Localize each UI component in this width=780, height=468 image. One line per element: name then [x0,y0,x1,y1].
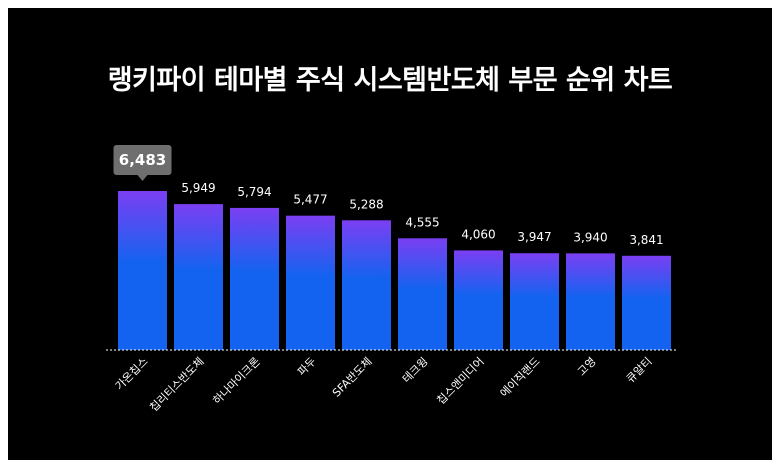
category-label-2: 칩리티스반도체 [147,355,206,414]
category-label-8: 에이직랜드 [498,355,543,400]
value-label-3: 5,794 [237,185,271,199]
bar-1 [118,191,167,350]
category-label-3: 하나마이크론 [210,354,263,407]
chart-title: 랭키파이 테마별 주식 시스템반도체 부문 순위 차트 [107,65,673,96]
category-label-5: SFA반도체 [330,355,375,400]
bar-8 [510,253,559,350]
value-callout-pointer [137,175,148,181]
category-label-7: 칩스앤미디어 [434,355,486,407]
value-label-2: 5,949 [181,181,215,195]
value-callout [113,145,172,175]
value-label-8: 3,947 [517,230,551,244]
bar-chart: 6,483 가온칩스 5,949 칩리티스반도체 5,794 하나마이크론 5,477 파두 5… [106,145,676,414]
bar-3 [230,207,279,350]
chart-frame: 랭키파이 테마별 주식 시스템반도체 부문 순위 차트 6,483 가온칩스 5,9… [8,8,772,460]
value-label-1: 6,483 [119,151,166,169]
value-label-7: 4,060 [461,227,495,241]
bars-group: 6,483 가온칩스 5,949 칩리티스반도체 5,794 하나마이크론 5,477 파두 5… [113,145,671,414]
bar-2 [174,204,223,350]
bar-6 [398,238,447,350]
category-label-9: 고영 [575,355,599,379]
value-label-5: 5,288 [349,197,383,211]
bar-5 [342,220,391,350]
value-label-10: 3,841 [629,233,663,247]
value-label-9: 3,940 [573,230,607,244]
value-label-6: 4,555 [405,215,439,229]
category-label-10: 큐알티 [623,354,654,385]
bar-10 [622,255,671,350]
category-label-1: 가온칩스 [113,355,151,393]
category-label-6: 테크윙 [400,355,431,386]
category-label-4: 파두 [295,355,319,379]
value-label-4: 5,477 [293,193,327,207]
bar-4 [286,215,335,350]
bar-7 [454,250,503,350]
bar-9 [566,253,615,350]
